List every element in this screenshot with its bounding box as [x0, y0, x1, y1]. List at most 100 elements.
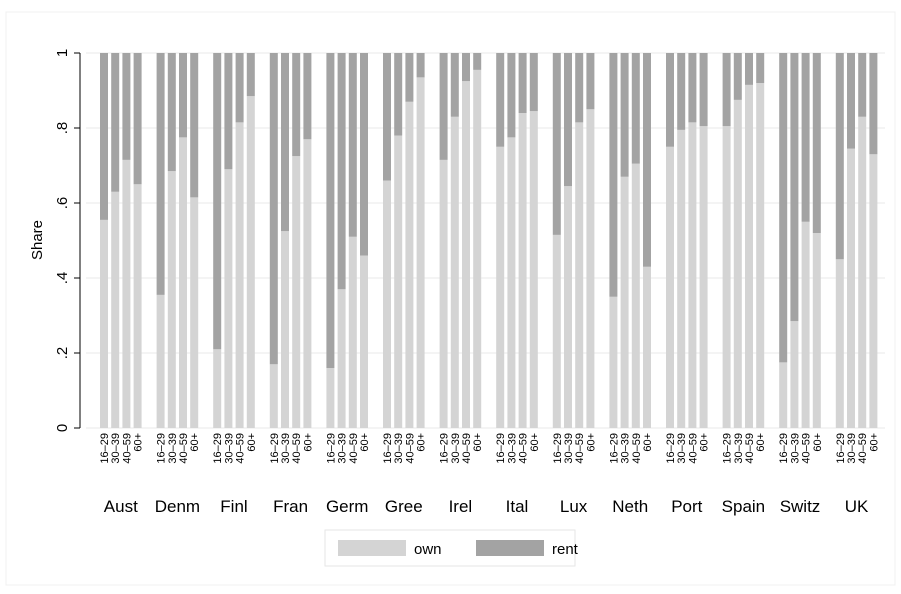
bar-rent — [869, 53, 878, 155]
bar-own — [835, 259, 844, 428]
legend-swatch-own — [338, 540, 406, 556]
bar-own — [450, 116, 459, 428]
bar-own — [292, 156, 301, 428]
y-tick-label: .2 — [54, 347, 71, 360]
age-tick-label: 16–29 — [99, 433, 111, 464]
bar-own — [801, 221, 810, 428]
bar-rent — [394, 53, 403, 136]
bar-own — [869, 154, 878, 428]
age-tick-label: 30–39 — [789, 433, 801, 464]
country-label: UK — [845, 497, 869, 516]
country-label: Fran — [273, 497, 308, 516]
age-tick-label: 30–39 — [450, 433, 462, 464]
bar-rent — [586, 53, 595, 110]
bar-own — [394, 135, 403, 428]
age-tick-label: 40–59 — [404, 433, 416, 464]
bar-rent — [100, 53, 108, 220]
age-tick-label: 30–39 — [280, 433, 292, 464]
age-tick-label: 60+ — [585, 433, 597, 452]
bar-rent — [462, 53, 470, 82]
bar-own — [756, 83, 765, 428]
bar-own — [620, 176, 629, 428]
age-tick-label: 16–29 — [325, 433, 337, 464]
country-label: Germ — [326, 497, 369, 516]
age-tick-label: 30–39 — [223, 433, 235, 464]
bar-own — [179, 137, 187, 428]
bar-own — [439, 159, 448, 428]
age-tick-label: 60+ — [868, 433, 880, 452]
bar-own — [360, 255, 368, 428]
age-tick-label: 16–29 — [552, 433, 564, 464]
age-tick-label: 16–29 — [495, 433, 507, 464]
age-tick-label: 30–39 — [506, 433, 518, 464]
bar-own — [303, 139, 312, 428]
bar-rent — [496, 53, 505, 147]
age-tick-label: 40–59 — [857, 433, 869, 464]
bar-rent — [111, 53, 120, 192]
age-tick-label: 30–39 — [620, 433, 632, 464]
bar-own — [643, 266, 651, 428]
country-label: Lux — [560, 497, 588, 516]
bar-rent — [609, 53, 618, 297]
bar-rent — [801, 53, 810, 222]
bar-rent — [790, 53, 799, 322]
bar-own — [133, 184, 142, 428]
bar-rent — [281, 53, 289, 232]
bar-own — [405, 101, 414, 428]
age-tick-label: 16–29 — [382, 433, 394, 464]
bar-own — [190, 197, 199, 428]
bar-rent — [518, 53, 527, 113]
age-tick-label: 16–29 — [269, 433, 281, 464]
age-tick-label: 40–59 — [574, 433, 586, 464]
bar-own — [167, 171, 176, 428]
bar-rent — [303, 53, 312, 140]
y-tick-label: .4 — [54, 272, 71, 285]
bar-own — [111, 191, 120, 428]
bar-own — [812, 233, 821, 428]
bar-own — [156, 294, 165, 428]
legend-swatch-rent — [476, 540, 544, 556]
age-tick-label: 60+ — [699, 433, 711, 452]
bar-rent — [133, 53, 142, 185]
age-tick-label: 16–29 — [722, 433, 734, 464]
age-tick-label: 16–29 — [212, 433, 224, 464]
plot-frame — [5, 11, 896, 586]
bar-rent — [745, 53, 753, 85]
age-tick-label: 60+ — [642, 433, 654, 452]
bar-rent — [439, 53, 448, 160]
bar-own — [699, 126, 708, 428]
y-axis: 0 .2 .4 .6 .8 1 — [54, 49, 81, 432]
bar-rent — [552, 53, 561, 235]
bar-own — [507, 137, 516, 428]
country-label: Gree — [385, 497, 423, 516]
bar-own — [733, 99, 742, 428]
age-tick-label: 30–39 — [337, 433, 349, 464]
bar-own — [383, 180, 391, 428]
bar-rent — [722, 53, 731, 127]
bar-own — [518, 113, 527, 428]
bar-own — [847, 148, 855, 428]
bar-rent — [405, 53, 414, 102]
age-tick-label: 60+ — [529, 433, 541, 452]
bar-rent — [529, 53, 538, 112]
bar-rent — [507, 53, 516, 138]
legend: own rent — [324, 529, 579, 567]
bar-rent — [450, 53, 459, 117]
age-tick-label: 60+ — [189, 433, 201, 452]
y-tick-label: 1 — [54, 49, 71, 57]
bar-rent — [383, 53, 391, 181]
bar-own — [564, 186, 572, 428]
bar-rent — [733, 53, 742, 100]
age-tick-label: 60+ — [472, 433, 484, 452]
age-tick-label: 16–29 — [608, 433, 620, 464]
bar-rent — [156, 53, 165, 295]
bar-rent — [190, 53, 199, 198]
age-tick-label: 30–39 — [110, 433, 122, 464]
age-tick-label: 40–59 — [291, 433, 303, 464]
bar-own — [224, 169, 233, 428]
bar-rent — [224, 53, 233, 170]
bar-own — [100, 219, 108, 428]
bar-own — [575, 122, 584, 428]
age-tick-label: 16–29 — [156, 433, 168, 464]
